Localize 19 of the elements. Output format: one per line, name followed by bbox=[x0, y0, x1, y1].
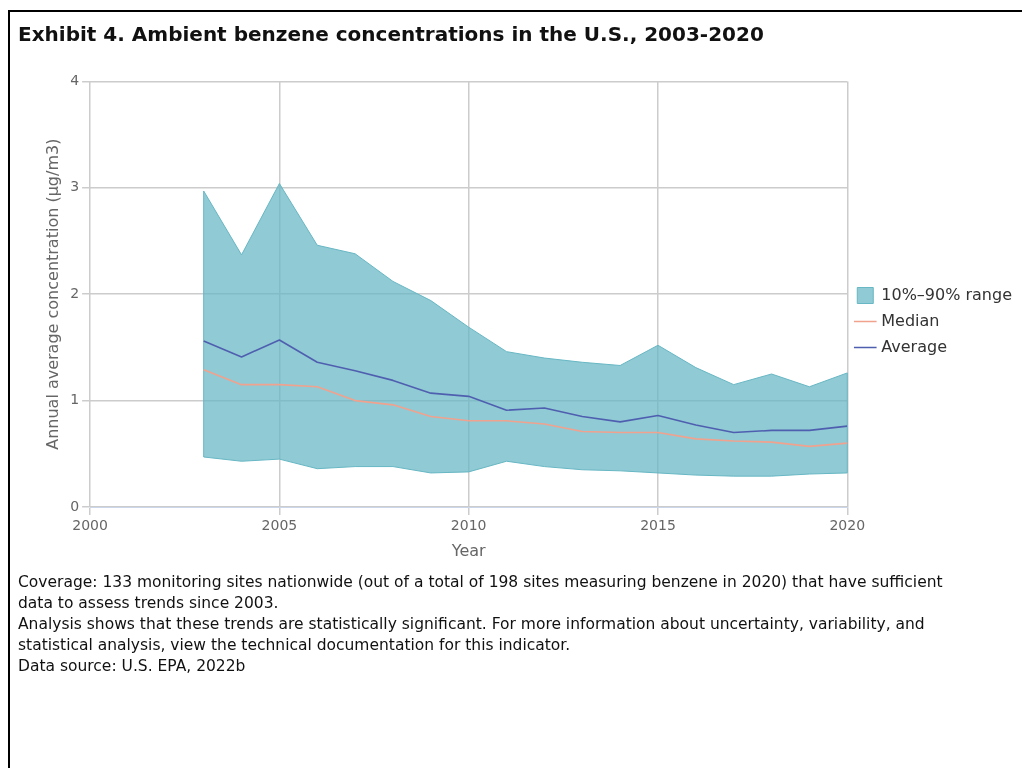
x-tick-label: 2020 bbox=[829, 517, 866, 534]
y-tick-label: 0 bbox=[70, 497, 80, 514]
source-note: Data source: U.S. EPA, 2022b bbox=[18, 656, 247, 677]
x-tick-label: 2010 bbox=[450, 517, 487, 534]
legend-label: Average bbox=[881, 336, 947, 356]
text: Analysis shows that these trends are statistically significant. For more information about uncertainty, variability, and statistical analysis, view the technical documentation for this indicator. bbox=[18, 614, 926, 656]
y-axis-title: Annual average concentration (µg/m3) bbox=[42, 138, 62, 450]
legend-label: 10%–90% range bbox=[881, 284, 1012, 304]
text: Coverage: 133 monitoring sites nationwide (out of a total of 198 sites measuring benzene in 2020) that have sufficient data to assess trends since 2003. bbox=[18, 572, 944, 614]
x-tick-label: 2015 bbox=[640, 517, 676, 534]
x-axis-title: Year bbox=[450, 540, 487, 560]
y-tick-label: 2 bbox=[70, 284, 80, 301]
x-tick-label: 2005 bbox=[261, 517, 298, 534]
x-tick-label: 2000 bbox=[72, 517, 108, 534]
y-tick-label: 4 bbox=[70, 72, 80, 89]
y-tick-label: 1 bbox=[70, 391, 80, 408]
chart-title: Exhibit 4. Ambient benzene concentrations in the U.S., 2003-2020 bbox=[18, 22, 764, 46]
y-tick-label: 3 bbox=[70, 178, 80, 195]
legend-label: Median bbox=[881, 310, 940, 330]
